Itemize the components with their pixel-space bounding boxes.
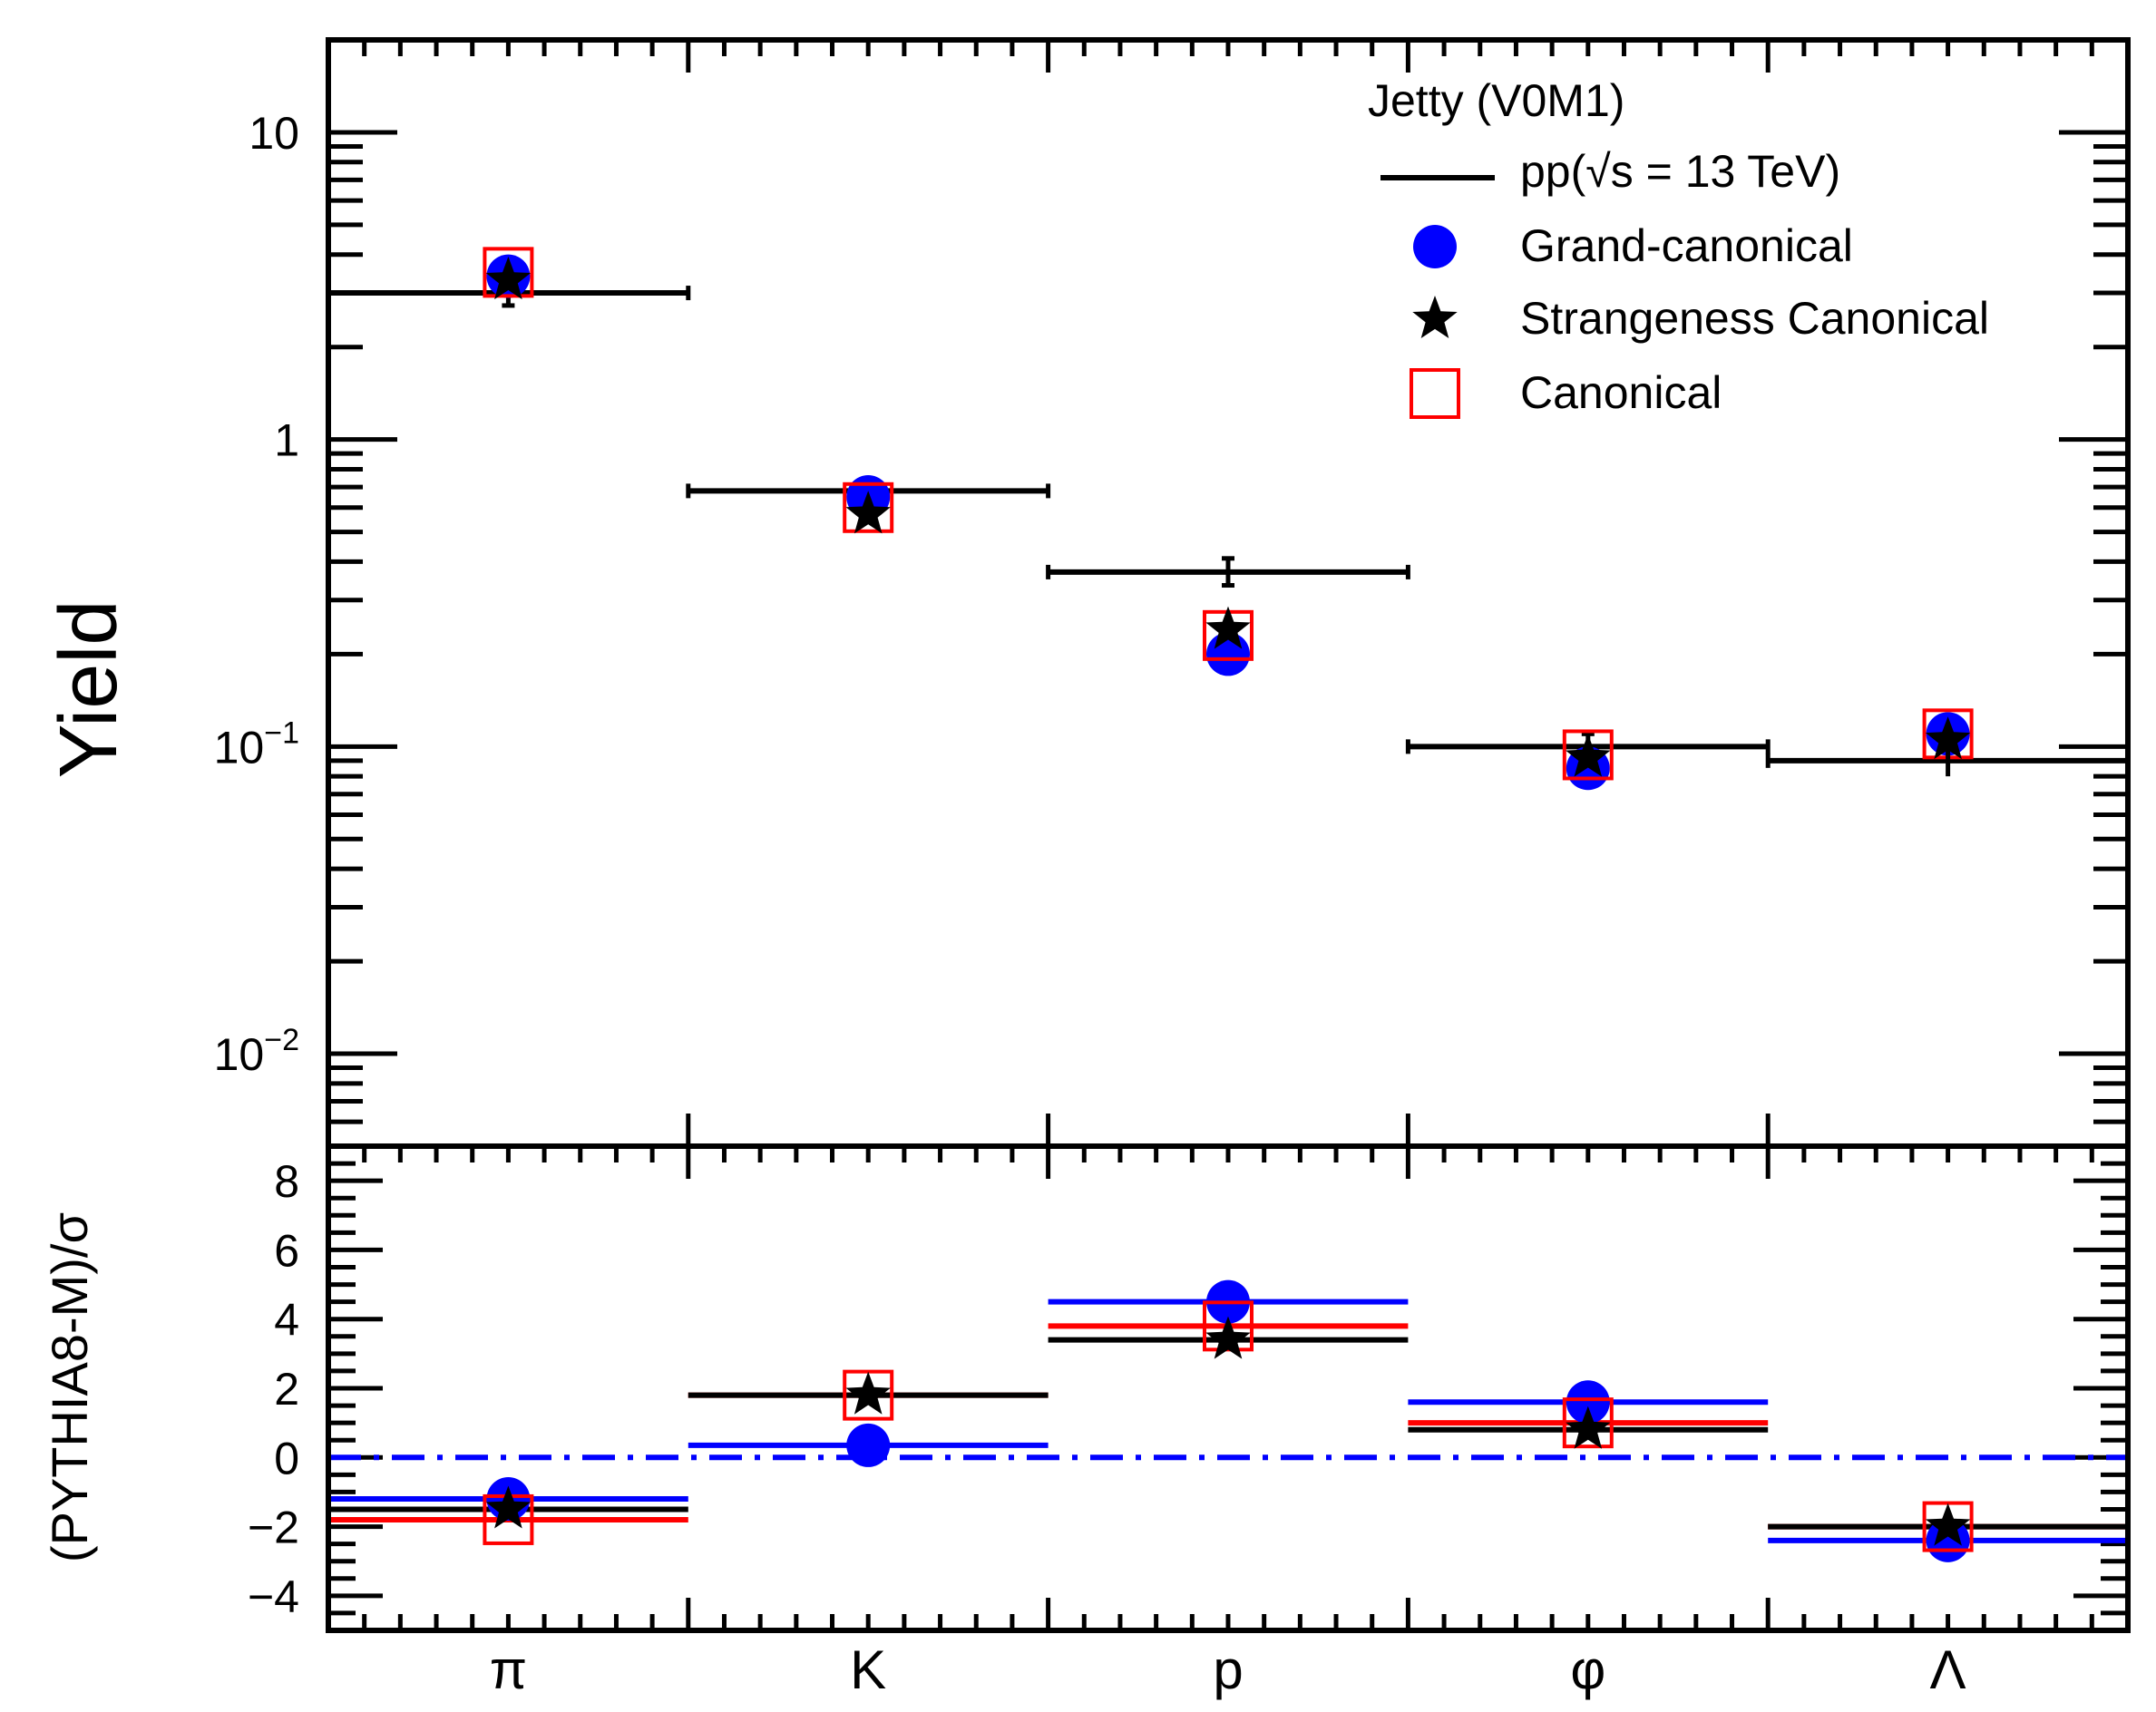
canonical-point bbox=[483, 247, 534, 298]
y-tick-label-top: 1 bbox=[274, 415, 299, 466]
y-tick-label-bottom: −2 bbox=[248, 1503, 299, 1553]
y-tick-label-bottom: 4 bbox=[274, 1295, 299, 1346]
y-tick-label-bottom: 6 bbox=[274, 1225, 299, 1276]
y-tick-label-bottom: −4 bbox=[248, 1571, 299, 1622]
legend-title: Jetty (V0M1) bbox=[1368, 75, 1624, 126]
legend-label: pp(√s = 13 TeV) bbox=[1520, 146, 1840, 197]
legend-square-marker bbox=[1410, 368, 1460, 419]
canonical-ratio-point bbox=[1922, 1501, 1974, 1552]
bottom-y-tick-labels: 8 6 4 2 0 −2 −4 bbox=[248, 1156, 299, 1622]
y-tick-label-bottom: 0 bbox=[274, 1433, 299, 1483]
strangeness-canonical-ratio-point bbox=[1205, 1316, 1251, 1359]
bottom-panel-frame bbox=[326, 1143, 2131, 1633]
y-axis-title-top: Yield bbox=[44, 600, 134, 779]
y-tick-label-top: 10−1 bbox=[214, 715, 299, 773]
top-panel-ticks bbox=[326, 37, 2128, 1630]
canonical-ratio-point bbox=[1562, 1397, 1614, 1449]
bottom-panel-ticks bbox=[328, 1143, 2128, 1633]
strangeness-canonical-ratio-point bbox=[845, 1371, 891, 1415]
legend-star-marker bbox=[1412, 296, 1458, 338]
legend: Jetty (V0M1) pp(√s = 13 TeV) Grand-canoni… bbox=[1368, 75, 1989, 419]
y-tick-label-bottom: 2 bbox=[274, 1364, 299, 1415]
x-category-label: p bbox=[1213, 1639, 1243, 1700]
strangeness-canonical-ratio-point bbox=[1566, 1406, 1611, 1449]
y-axis-title-bottom: (PYTHIA8-M)/σ bbox=[41, 1212, 98, 1562]
canonical-point bbox=[843, 482, 894, 533]
top-y-tick-labels: 10 1 10−1 10−2 bbox=[214, 108, 299, 1080]
x-category-label: K bbox=[850, 1639, 886, 1700]
top-panel-frame bbox=[326, 37, 2131, 1149]
data-marks bbox=[326, 247, 2128, 1562]
grand-canonical-ratio-point bbox=[1566, 1380, 1610, 1425]
legend-label: Canonical bbox=[1520, 367, 1722, 418]
x-category-label: π bbox=[490, 1639, 527, 1700]
canonical-point bbox=[1562, 729, 1614, 781]
strangeness-canonical-ratio-point bbox=[485, 1485, 532, 1529]
strangeness-canonical-point bbox=[1566, 734, 1611, 777]
y-tick-label-top: 10−2 bbox=[214, 1023, 299, 1080]
legend-label: Grand-canonical bbox=[1520, 220, 1853, 271]
strangeness-canonical-point bbox=[1205, 606, 1251, 649]
x-category-label: Λ bbox=[1930, 1639, 1966, 1700]
x-category-label: φ bbox=[1570, 1639, 1605, 1700]
strangeness-canonical-point bbox=[845, 491, 891, 534]
strangeness-canonical-ratio-point bbox=[1925, 1503, 1971, 1546]
y-tick-label-bottom: 8 bbox=[274, 1156, 299, 1207]
grand-canonical-ratio-point bbox=[846, 1423, 891, 1467]
legend-circle-marker bbox=[1413, 225, 1457, 268]
y-tick-label-top: 10 bbox=[249, 108, 299, 159]
legend-label: Strangeness Canonical bbox=[1520, 293, 1989, 344]
strangeness-canonical-point bbox=[485, 257, 532, 300]
